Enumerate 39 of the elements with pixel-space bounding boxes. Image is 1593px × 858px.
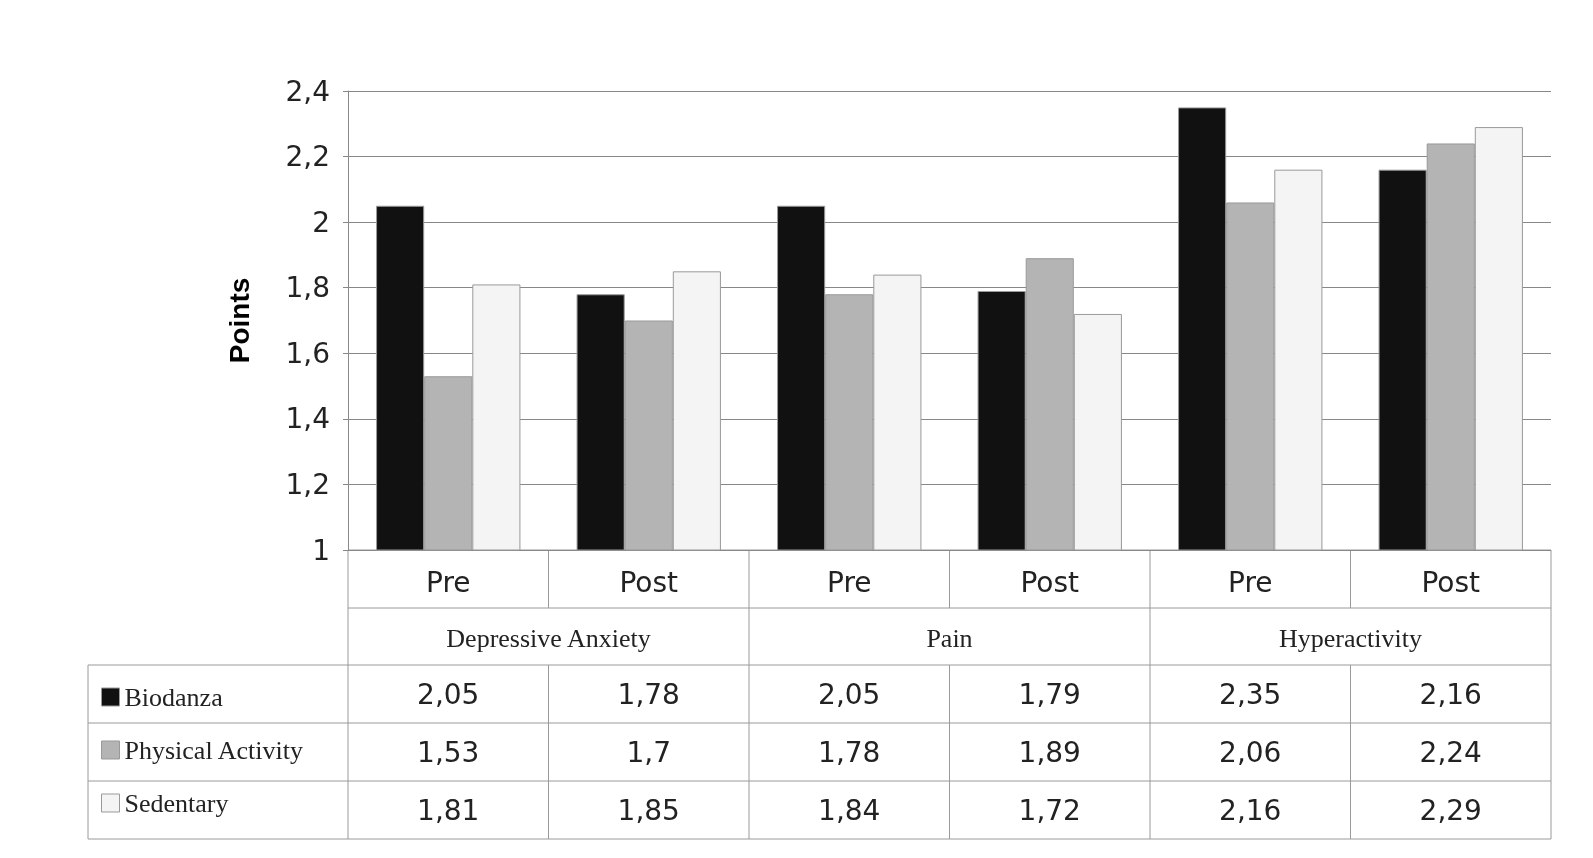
y-tick-label: 1,4 [285,402,330,436]
legend-label: Biodanza [124,682,224,712]
data-label: 2,29 [1419,793,1482,827]
data-label: 1,53 [417,735,480,769]
data-label: 1,89 [1018,735,1081,769]
data-label: 1,85 [617,793,680,827]
data-label: 1,7 [626,735,672,769]
y-axis-title: Points [223,277,255,364]
y-tick-label: 1 [312,533,330,567]
x-tick-label: Post [1020,565,1080,599]
x-tick-label: Pre [826,565,872,599]
x-tick-label: Post [1421,565,1481,599]
x-tick-label: Post [619,565,679,599]
data-label: 2,05 [417,677,480,711]
text: Hyperactivity [1279,623,1422,653]
y-tick-label: 1,2 [285,467,330,501]
y-tick-label: 1,8 [285,271,330,305]
data-label: 1,72 [1018,793,1081,827]
legend-label: Sedentary [124,788,229,818]
data-label: 1,84 [818,793,881,827]
data-label: 1,78 [818,735,881,769]
text: Pain [926,623,973,653]
data-label: 2,06 [1219,735,1282,769]
data-label: 2,16 [1419,677,1482,711]
text: Depressive Anxiety [446,623,651,653]
data-label: 2,35 [1219,677,1282,711]
data-label: 1,81 [417,793,480,827]
data-label: 1,78 [617,677,680,711]
y-tick-label: 2,2 [285,140,330,174]
x-tick-label: Pre [1227,565,1273,599]
x-tick-label: Pre [425,565,471,599]
y-tick-label: 2,4 [285,74,330,108]
y-tick-label: 2 [312,205,330,239]
data-label: 1,79 [1018,677,1081,711]
data-label: 2,05 [818,677,881,711]
data-label: 2,16 [1219,793,1282,827]
legend-label: Physical Activity [124,735,303,765]
y-tick-label: 1,6 [285,336,330,370]
data-label: 2,24 [1419,735,1482,769]
